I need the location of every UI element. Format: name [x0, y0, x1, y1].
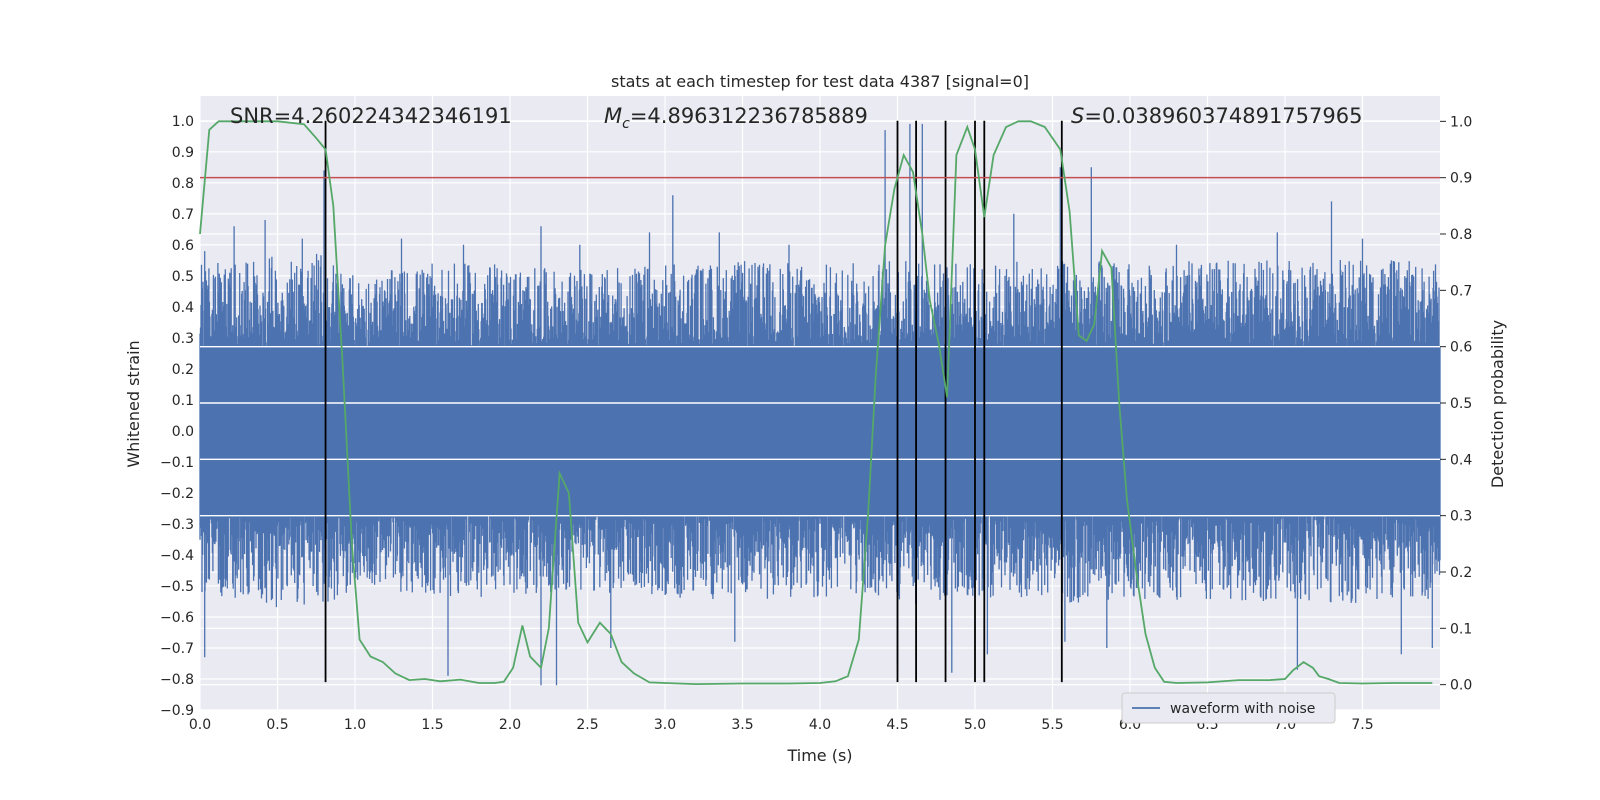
- x-tick-label: 2.0: [499, 717, 521, 733]
- y-tick-label: 0.0: [172, 424, 194, 440]
- x-tick-label: 4.5: [886, 717, 908, 733]
- y2-tick-label: 0.7: [1450, 283, 1472, 299]
- y-tick-labels: 1.0 0.9 0.8 0.7 0.6 0.5 0.4 0.3 0.2 0.1 0.0 −0.1 −0.…: [160, 114, 194, 719]
- waveform-series: [199, 123, 1441, 686]
- y2-tick-labels: 1.0 0.9 0.8 0.7 0.6 0.5 0.4 0.3 0.2 0.1 0.0: [1440, 114, 1472, 694]
- y-tick-label: −0.1: [160, 455, 194, 471]
- y-tick-label: −0.9: [160, 703, 194, 719]
- y-tick-label: −0.4: [160, 548, 194, 564]
- x-tick-label: 3.0: [654, 717, 676, 733]
- y-tick-label: 0.1: [172, 393, 194, 409]
- y2-tick-label: 0.4: [1450, 452, 1472, 468]
- s-symbol: S: [1071, 104, 1084, 128]
- y-tick-label: 0.9: [172, 145, 194, 161]
- chart-title: stats at each timestep for test data 438…: [611, 72, 1029, 91]
- y2-tick-label: 0.0: [1450, 678, 1472, 694]
- legend: waveform with noise: [1121, 692, 1336, 724]
- x-tick-label: 1.5: [421, 717, 443, 733]
- x-tick-labels: 0.0 0.5 1.0 1.5 2.0 2.5 3.0 3.5 4.0 4.5 5.0 5.5 6.0 6…: [189, 717, 1374, 733]
- x-tick-label: 3.5: [731, 717, 753, 733]
- x-tick-label: 1.0: [344, 717, 366, 733]
- mc-annotation: Mc=4.896312236785889: [604, 104, 868, 132]
- legend-box: [1121, 692, 1336, 724]
- x-tick-label: 4.0: [809, 717, 831, 733]
- y-tick-label: −0.2: [160, 486, 194, 502]
- mc-subscript: c: [622, 116, 630, 132]
- y2-tick-label: 0.3: [1450, 509, 1472, 525]
- y-tick-label: 0.8: [172, 176, 194, 192]
- y-tick-label: 0.3: [172, 331, 194, 347]
- x-tick-label: 5.0: [964, 717, 986, 733]
- y-tick-label: −0.3: [160, 517, 194, 533]
- s-annotation: S=0.038960374891757965: [1071, 104, 1362, 128]
- mc-symbol: M: [604, 104, 622, 128]
- y2-tick-label: 0.2: [1450, 565, 1472, 581]
- detection-probability-line: [199, 120, 1433, 686]
- y2-tick-label: 0.5: [1450, 396, 1472, 412]
- y2-tick-label: 0.8: [1450, 227, 1472, 243]
- snr-annotation: SNR=4.260224342346191: [230, 104, 512, 128]
- legend-label: waveform with noise: [1170, 701, 1315, 717]
- y-axis-label: Whitened strain: [124, 340, 143, 467]
- y-tick-label: −0.5: [160, 579, 194, 595]
- y-tick-label: −0.8: [160, 672, 194, 688]
- waveform-trace: [199, 123, 1441, 686]
- y-tick-label: 0.4: [172, 300, 194, 316]
- y2-tick-label: 0.1: [1450, 621, 1472, 637]
- y-tick-label: −0.7: [160, 641, 194, 657]
- y-tick-label: 0.5: [172, 269, 194, 285]
- x-tick-label: 5.5: [1041, 717, 1063, 733]
- x-tick-label: 0.0: [189, 717, 211, 733]
- y2-tick-label: 0.6: [1450, 340, 1472, 356]
- y2-tick-label: 0.9: [1450, 171, 1472, 187]
- mc-value: =4.896312236785889: [630, 104, 868, 128]
- x-tick-label: 2.5: [576, 717, 598, 733]
- vertical-markers: [324, 120, 1063, 683]
- y2-axis-label: Detection probability: [1488, 320, 1507, 488]
- y-tick-label: 0.2: [172, 362, 194, 378]
- y-tick-label: 0.7: [172, 207, 194, 223]
- y-tick-label: 1.0: [172, 114, 194, 130]
- y-tick-label: −0.6: [160, 610, 194, 626]
- x-axis-label: Time (s): [786, 746, 852, 765]
- x-tick-label: 0.5: [266, 717, 288, 733]
- y-tick-label: 0.6: [172, 238, 194, 254]
- s-value: =0.038960374891757965: [1084, 104, 1362, 128]
- y2-tick-label: 1.0: [1450, 114, 1472, 130]
- x-tick-label: 7.5: [1351, 717, 1373, 733]
